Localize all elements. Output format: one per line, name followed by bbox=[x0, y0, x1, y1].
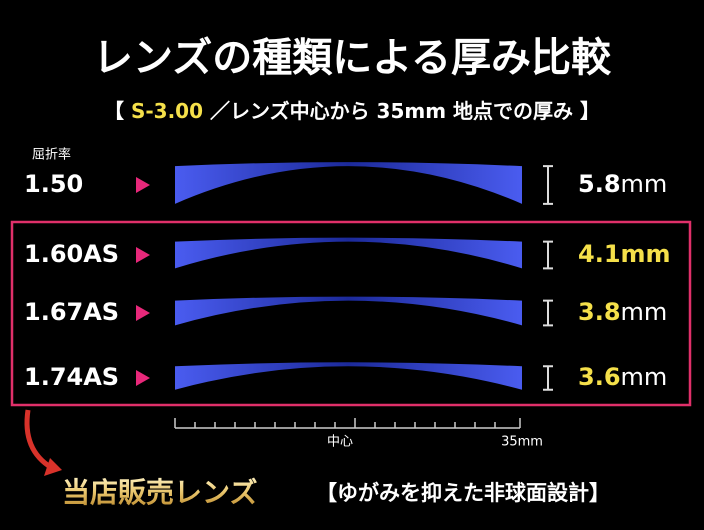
footer-label: 当店販売レンズ bbox=[62, 476, 257, 509]
thickness-marker bbox=[543, 365, 553, 391]
index: 1.67AS bbox=[24, 298, 119, 326]
thickness-unit: mm bbox=[621, 298, 668, 326]
highlight-box bbox=[10, 220, 692, 407]
lens bbox=[175, 162, 522, 204]
pointer bbox=[136, 370, 150, 386]
thickness-unit: mm bbox=[621, 170, 668, 198]
lens bbox=[175, 296, 522, 326]
thickness-marker bbox=[543, 299, 553, 327]
power: S-3.00 bbox=[131, 99, 203, 123]
scale-center: 中心 bbox=[327, 435, 353, 450]
pointer bbox=[136, 247, 150, 263]
index: 1.74AS bbox=[24, 363, 119, 391]
arrow-head bbox=[44, 458, 62, 476]
title: レンズの種類による厚み比較 bbox=[93, 35, 612, 81]
thickness-value: 3.6 bbox=[578, 363, 621, 391]
index-label: 屈折率 bbox=[32, 147, 71, 163]
thickness-value: 4.1 bbox=[578, 240, 621, 268]
index: 1.60AS bbox=[24, 240, 119, 268]
thickness: 3.8mm bbox=[578, 298, 667, 326]
bracket: 】 bbox=[580, 99, 600, 123]
arrow bbox=[24, 409, 54, 471]
index: 1.50 bbox=[24, 170, 83, 198]
pointer bbox=[136, 177, 150, 193]
thickness: 4.1mm bbox=[578, 240, 671, 268]
thickness-value: 3.8 bbox=[578, 298, 621, 326]
thickness-unit: mm bbox=[621, 363, 668, 391]
lens bbox=[175, 362, 522, 390]
thickness-unit: mm bbox=[621, 240, 671, 268]
footer-note: 【ゆがみを抑えた非球面設計】 bbox=[316, 481, 610, 505]
subtitle-text: ／レンズ中心から 35mm 地点での厚み bbox=[210, 99, 573, 123]
thickness-marker bbox=[543, 240, 553, 270]
lens bbox=[175, 237, 522, 269]
thickness-value: 5.8 bbox=[578, 170, 621, 198]
pointer bbox=[136, 305, 150, 321]
thickness: 3.6mm bbox=[578, 363, 667, 391]
scale bbox=[174, 418, 521, 429]
subtitle: 【 S-3.00 ／レンズ中心から 35mm 地点での厚み 】 bbox=[104, 99, 600, 123]
scale-edge: 35mm bbox=[501, 435, 543, 450]
bracket: 【 bbox=[104, 99, 124, 123]
thickness-marker bbox=[543, 165, 553, 205]
thickness: 5.8mm bbox=[578, 170, 667, 198]
